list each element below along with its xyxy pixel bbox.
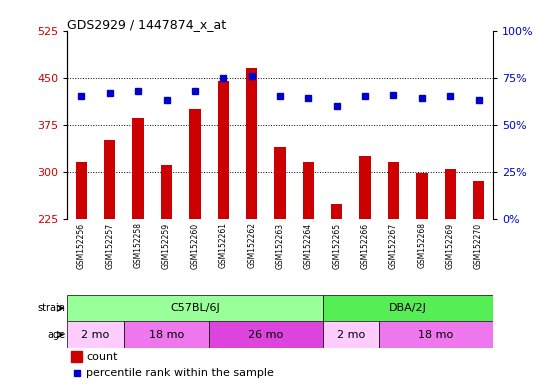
Bar xyxy=(67,321,124,348)
Bar xyxy=(303,162,314,218)
Text: GSM152260: GSM152260 xyxy=(190,222,199,268)
Text: GSM152267: GSM152267 xyxy=(389,222,398,268)
Text: 18 mo: 18 mo xyxy=(418,329,454,339)
Text: percentile rank within the sample: percentile rank within the sample xyxy=(86,368,274,378)
Text: GSM152270: GSM152270 xyxy=(474,222,483,268)
Text: GSM152268: GSM152268 xyxy=(417,222,426,268)
Text: GSM152264: GSM152264 xyxy=(304,222,313,268)
Bar xyxy=(473,181,484,218)
Text: GSM152265: GSM152265 xyxy=(332,222,341,268)
Bar xyxy=(274,147,286,218)
Text: GSM152256: GSM152256 xyxy=(77,222,86,268)
Text: DBA/2J: DBA/2J xyxy=(389,303,427,313)
Bar xyxy=(133,118,144,218)
Bar xyxy=(416,173,427,218)
Bar xyxy=(161,166,172,218)
Bar xyxy=(323,295,493,321)
Bar xyxy=(72,351,82,362)
Text: GSM152269: GSM152269 xyxy=(446,222,455,268)
Bar xyxy=(445,169,456,218)
Text: count: count xyxy=(86,352,118,362)
Bar xyxy=(189,109,200,218)
Text: GSM152263: GSM152263 xyxy=(276,222,284,268)
Bar xyxy=(124,321,209,348)
Text: 26 mo: 26 mo xyxy=(248,329,283,339)
Text: 2 mo: 2 mo xyxy=(81,329,110,339)
Bar xyxy=(67,295,323,321)
Text: C57BL/6J: C57BL/6J xyxy=(170,303,220,313)
Text: GSM152257: GSM152257 xyxy=(105,222,114,268)
Bar xyxy=(331,204,342,218)
Bar xyxy=(209,321,323,348)
Text: strain: strain xyxy=(38,303,66,313)
Bar xyxy=(388,162,399,218)
Text: GSM152261: GSM152261 xyxy=(219,222,228,268)
Text: 18 mo: 18 mo xyxy=(149,329,184,339)
Bar xyxy=(323,321,379,348)
Bar xyxy=(104,140,115,218)
Text: GSM152266: GSM152266 xyxy=(361,222,370,268)
Text: GSM152262: GSM152262 xyxy=(247,222,256,268)
Bar xyxy=(379,321,493,348)
Text: 2 mo: 2 mo xyxy=(337,329,365,339)
Bar xyxy=(360,156,371,218)
Bar xyxy=(246,68,257,218)
Text: age: age xyxy=(48,329,66,339)
Text: GSM152258: GSM152258 xyxy=(134,222,143,268)
Text: GDS2929 / 1447874_x_at: GDS2929 / 1447874_x_at xyxy=(67,18,226,31)
Bar xyxy=(218,81,229,218)
Text: GSM152259: GSM152259 xyxy=(162,222,171,268)
Bar xyxy=(76,162,87,218)
